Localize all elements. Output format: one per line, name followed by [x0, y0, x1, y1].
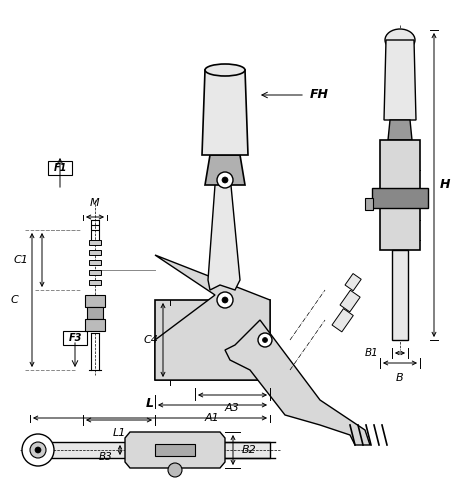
Bar	[89, 250, 101, 255]
Polygon shape	[155, 255, 270, 380]
FancyBboxPatch shape	[63, 331, 87, 345]
Bar	[365, 198, 373, 210]
Text: F3: F3	[68, 333, 82, 343]
Circle shape	[168, 463, 182, 477]
Text: B2: B2	[242, 445, 257, 455]
Text: F1: F1	[53, 163, 67, 173]
Polygon shape	[388, 120, 412, 140]
Polygon shape	[125, 432, 225, 468]
Text: L: L	[146, 397, 154, 410]
Circle shape	[217, 292, 233, 308]
Circle shape	[262, 338, 268, 342]
Polygon shape	[208, 175, 240, 290]
Circle shape	[30, 442, 46, 458]
Text: C4: C4	[143, 335, 158, 345]
Bar	[89, 280, 101, 285]
Polygon shape	[205, 155, 245, 185]
Polygon shape	[30, 442, 270, 458]
Circle shape	[222, 297, 228, 303]
FancyBboxPatch shape	[48, 161, 72, 175]
Bar	[345, 274, 361, 290]
Bar	[89, 240, 101, 245]
Text: A1: A1	[205, 413, 219, 423]
Polygon shape	[155, 300, 270, 380]
Polygon shape	[380, 140, 420, 250]
Text: B3: B3	[98, 452, 112, 462]
Text: A3: A3	[225, 403, 240, 413]
Polygon shape	[384, 40, 416, 120]
Text: FH: FH	[310, 88, 329, 102]
Circle shape	[22, 434, 54, 466]
Circle shape	[35, 447, 41, 453]
Circle shape	[217, 172, 233, 188]
Bar	[372, 188, 428, 208]
Bar	[89, 260, 101, 265]
Ellipse shape	[205, 64, 245, 76]
Ellipse shape	[385, 29, 415, 51]
Polygon shape	[392, 250, 408, 340]
Text: L1: L1	[112, 428, 126, 438]
Bar	[85, 295, 105, 307]
Circle shape	[222, 177, 228, 183]
Circle shape	[258, 333, 272, 347]
Text: C: C	[10, 295, 18, 305]
Polygon shape	[155, 444, 195, 456]
Bar	[87, 307, 103, 319]
Text: B: B	[396, 373, 404, 383]
Text: B1: B1	[364, 348, 378, 358]
Bar	[85, 319, 105, 331]
Polygon shape	[225, 320, 370, 445]
Bar	[89, 270, 101, 275]
Text: C1: C1	[13, 255, 28, 265]
Bar	[332, 308, 354, 332]
Polygon shape	[202, 70, 248, 155]
Text: M: M	[90, 198, 100, 208]
Bar	[340, 290, 360, 312]
Text: H: H	[440, 178, 451, 192]
